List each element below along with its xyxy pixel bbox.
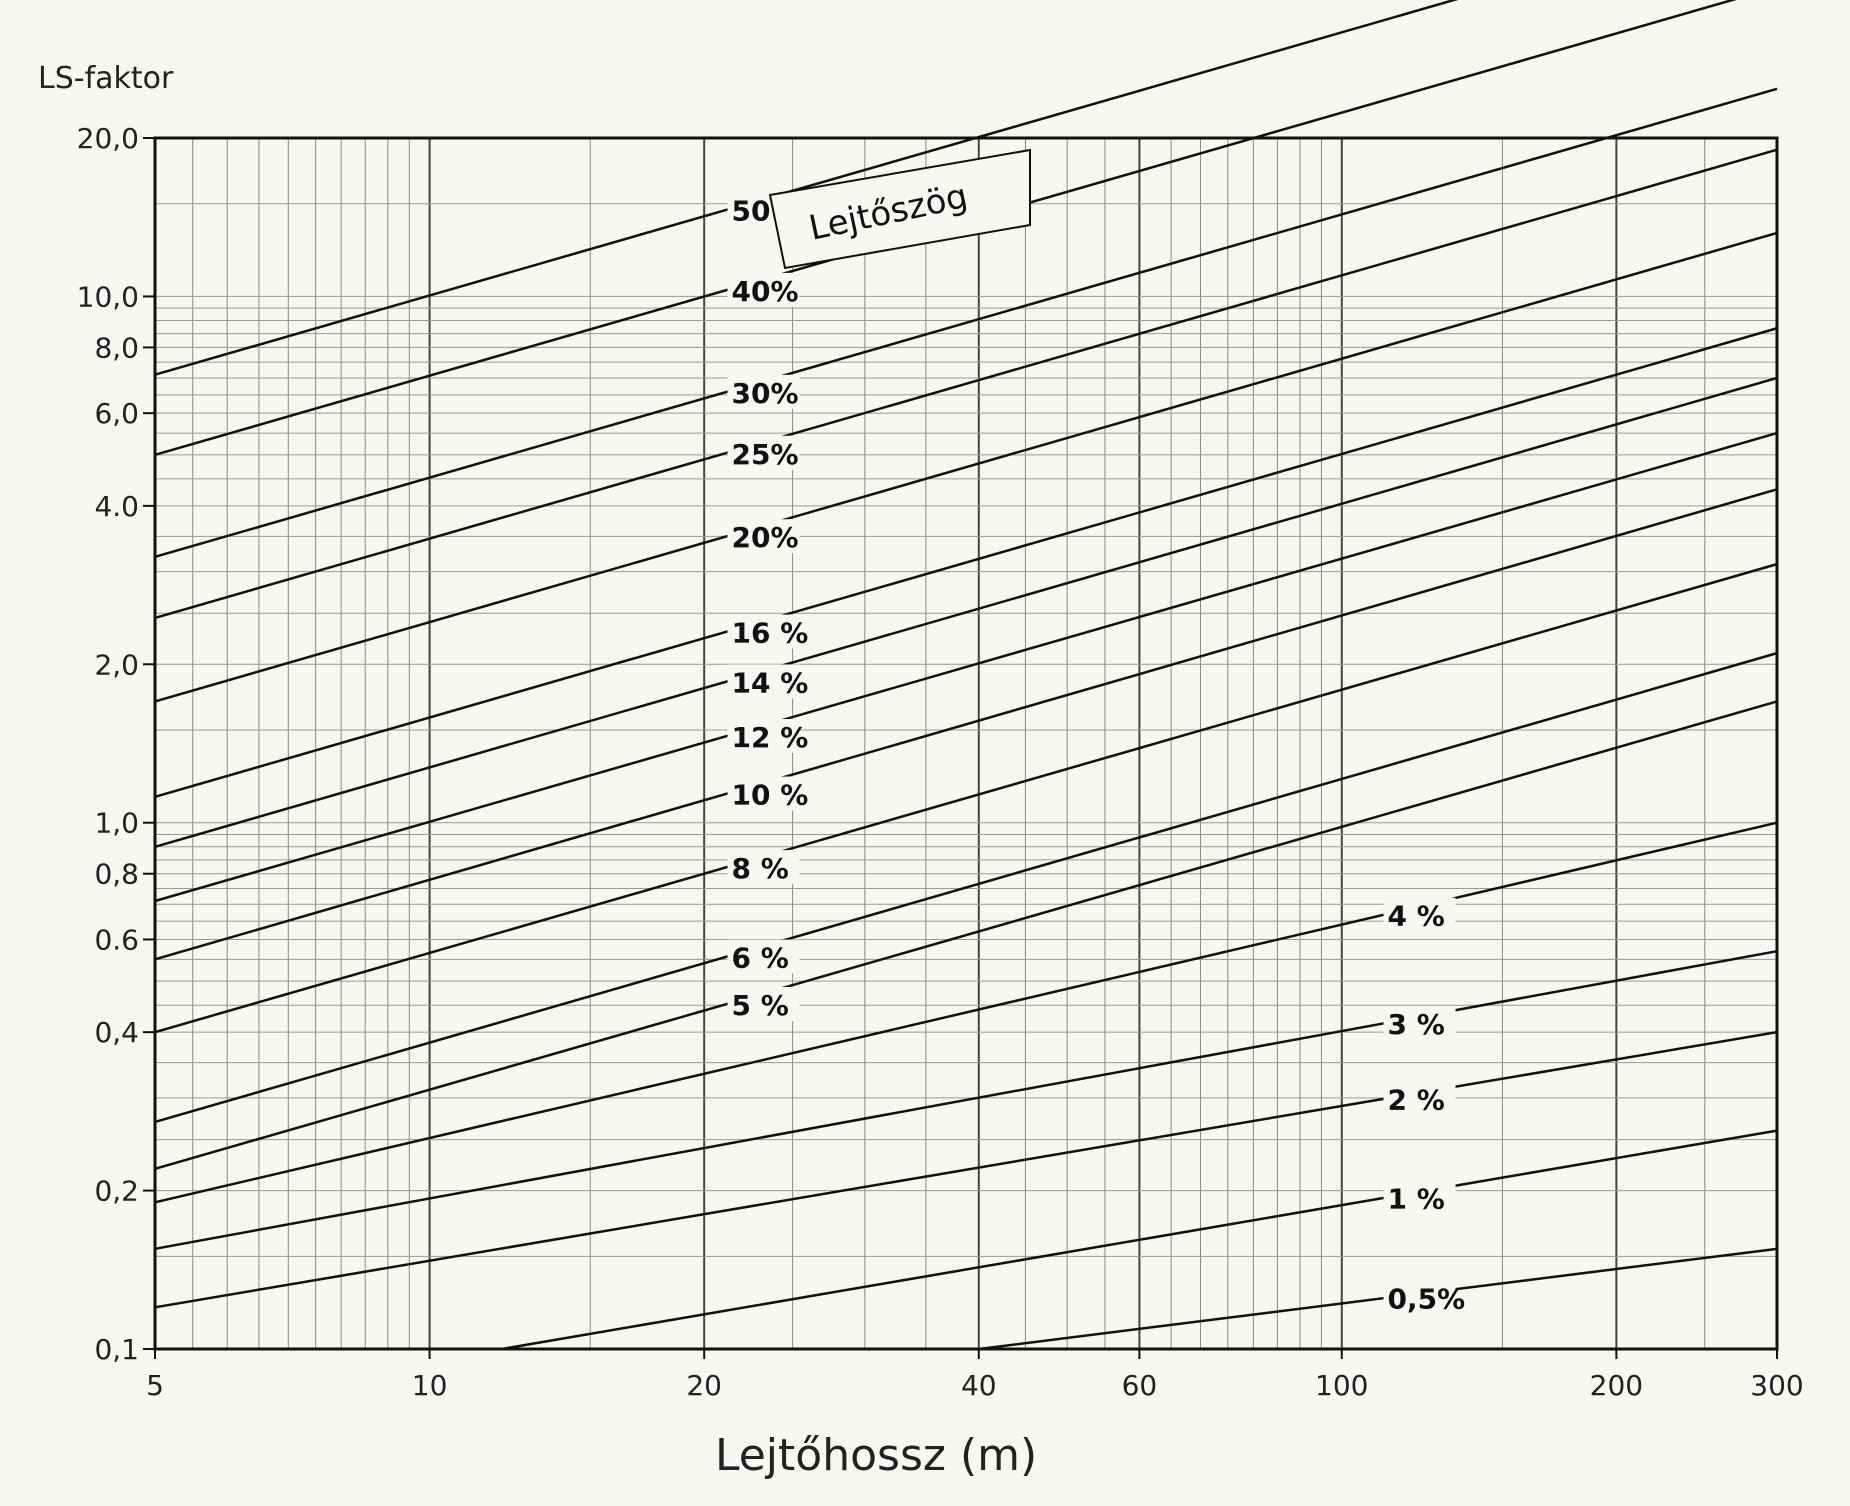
series-line	[154, 821, 1778, 1204]
series-line	[978, 1247, 1778, 1351]
series-label: 14 %	[732, 666, 809, 699]
series-label: 30%	[732, 377, 799, 410]
series-label: 2 %	[1388, 1084, 1445, 1117]
series-label: 40%	[732, 275, 799, 308]
x-tick-label: 40	[961, 1369, 997, 1402]
x-tick-label: 10	[412, 1369, 448, 1402]
series-label: 0,5%	[1388, 1283, 1466, 1316]
x-tick-label: 100	[1315, 1369, 1368, 1402]
series-label: 1 %	[1388, 1183, 1445, 1216]
series-labels: 50%40%30%25%20%16 %14 %12 %10 %8 %6 %5 %…	[727, 192, 1466, 1316]
series-line	[154, 0, 1459, 376]
series-label: 12 %	[732, 721, 809, 754]
series-line	[154, 431, 1778, 903]
series-line	[154, 87, 1778, 559]
series-label: 20%	[732, 521, 799, 554]
series-label: 6 %	[732, 942, 789, 975]
series-label-bg	[727, 718, 800, 753]
series-line	[154, 327, 1778, 799]
plot-frame	[153, 136, 1779, 1351]
y-axis-label: LS-faktor	[38, 61, 174, 96]
y-tick-label: 0,4	[94, 1016, 139, 1049]
y-tick-label: 8,0	[94, 331, 139, 364]
series-label-bg	[727, 272, 800, 307]
series-label: 4 %	[1388, 900, 1445, 933]
x-tick-label: 60	[1122, 1369, 1158, 1402]
series-label-bg	[727, 614, 800, 649]
series-line	[154, 148, 1778, 620]
series-line	[154, 231, 1778, 703]
series-line	[154, 562, 1778, 1034]
series-lines	[154, 0, 1778, 1351]
x-axis-ticks: 5 10 20 40 60 100 200 300	[146, 1349, 1804, 1402]
series-label-bg	[727, 939, 800, 974]
series-line	[501, 1129, 1778, 1351]
series-label: 5 %	[732, 989, 789, 1022]
x-tick-label: 20	[686, 1369, 722, 1402]
x-tick-label: 300	[1750, 1369, 1803, 1402]
series-label-bg	[1383, 1280, 1456, 1315]
series-label: 8 %	[732, 852, 789, 885]
y-tick-label: 4.0	[94, 490, 139, 523]
legend-title-box: Lejtőszög	[768, 148, 1031, 270]
series-label-bg	[727, 519, 800, 554]
x-tick-label: 5	[146, 1369, 164, 1402]
y-tick-label: 20,0	[77, 122, 139, 155]
grid	[154, 137, 1778, 1350]
y-tick-label: 6,0	[94, 397, 139, 430]
series-label-bg	[727, 374, 800, 409]
series-label-bg	[727, 435, 800, 470]
y-axis-ticks: 0,1 0,2 0,4 0.6 0,8 1,0 2,0 4.0 6,0 8,0 10,0 20,0	[77, 122, 155, 1366]
series-label: 3 %	[1388, 1008, 1445, 1041]
y-tick-label: 0,1	[94, 1333, 139, 1366]
y-tick-label: 2,0	[94, 648, 139, 681]
series-label: 16 %	[732, 617, 809, 650]
series-line	[154, 651, 1778, 1124]
y-tick-label: 0,2	[94, 1175, 139, 1208]
series-label-bg	[727, 776, 800, 811]
series-line	[154, 949, 1778, 1251]
x-axis-label: Lejtőhossz (m)	[715, 1430, 1037, 1481]
y-tick-label: 0.6	[94, 923, 139, 956]
x-tick-label: 200	[1590, 1369, 1643, 1402]
series-line	[154, 488, 1778, 961]
series-label-bg	[727, 664, 800, 699]
series-label-bg	[727, 850, 800, 885]
y-tick-label: 0,8	[94, 858, 139, 891]
y-tick-label: 10,0	[77, 280, 139, 313]
series-label: 10 %	[732, 779, 809, 812]
series-label-bg	[1383, 1081, 1456, 1116]
y-tick-label: 1,0	[94, 807, 139, 840]
series-label-bg	[1383, 1006, 1456, 1041]
series-label-bg	[727, 986, 800, 1021]
series-label-bg	[1383, 1180, 1456, 1215]
series-line	[154, 376, 1778, 848]
series-line	[154, 700, 1778, 1170]
series-label: 25%	[732, 438, 799, 471]
series-line	[154, 1030, 1778, 1309]
series-label-bg	[1383, 897, 1456, 932]
